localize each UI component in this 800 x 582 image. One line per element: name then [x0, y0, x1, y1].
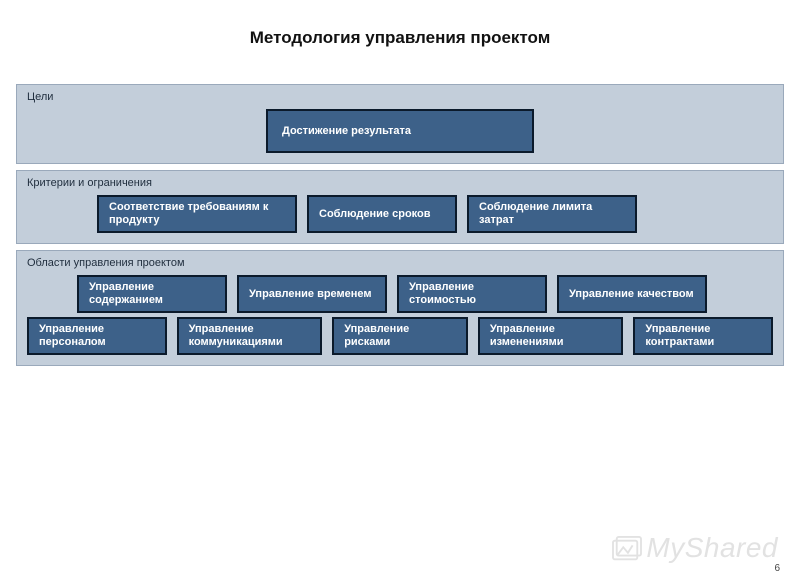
section-goals: Цели Достижение результата [16, 84, 784, 164]
box-risk: Управление рисками [332, 317, 468, 355]
box-quality: Управление качеством [557, 275, 707, 313]
box-change: Управление изменениями [478, 317, 624, 355]
section-label-areas: Области управления проектом [27, 257, 773, 269]
box-req: Соответствие требованиям к продукту [97, 195, 297, 233]
row-areas-1: Управление персоналом Управление коммуник… [27, 317, 773, 355]
box-time: Соблюдение сроков [307, 195, 457, 233]
box-schedule: Управление временем [237, 275, 387, 313]
page-title: Методология управления проектом [0, 28, 800, 48]
box-contract: Управление контрактами [633, 317, 773, 355]
section-label-goals: Цели [27, 91, 773, 103]
box-budget: Управление стоимостью [397, 275, 547, 313]
box-comm: Управление коммуникациями [177, 317, 323, 355]
section-areas: Области управления проектом Управление со… [16, 250, 784, 366]
section-criteria: Критерии и ограничения Соответствие требо… [16, 170, 784, 244]
page-number: 6 [774, 563, 780, 574]
row-areas-0: Управление содержанием Управление времене… [27, 275, 773, 313]
row-criteria-0: Соответствие требованиям к продукту Соблю… [27, 195, 773, 233]
box-result: Достижение результата [266, 109, 534, 153]
box-cost: Соблюдение лимита затрат [467, 195, 637, 233]
sections-wrapper: Цели Достижение результата Критерии и огра… [0, 84, 800, 366]
watermark: MyShared [612, 532, 778, 564]
watermark-icon [612, 536, 642, 564]
row-goals-0: Достижение результата [27, 109, 773, 153]
box-scope: Управление содержанием [77, 275, 227, 313]
section-label-criteria: Критерии и ограничения [27, 177, 773, 189]
box-hr: Управление персоналом [27, 317, 167, 355]
watermark-text: MyShared [646, 532, 778, 563]
